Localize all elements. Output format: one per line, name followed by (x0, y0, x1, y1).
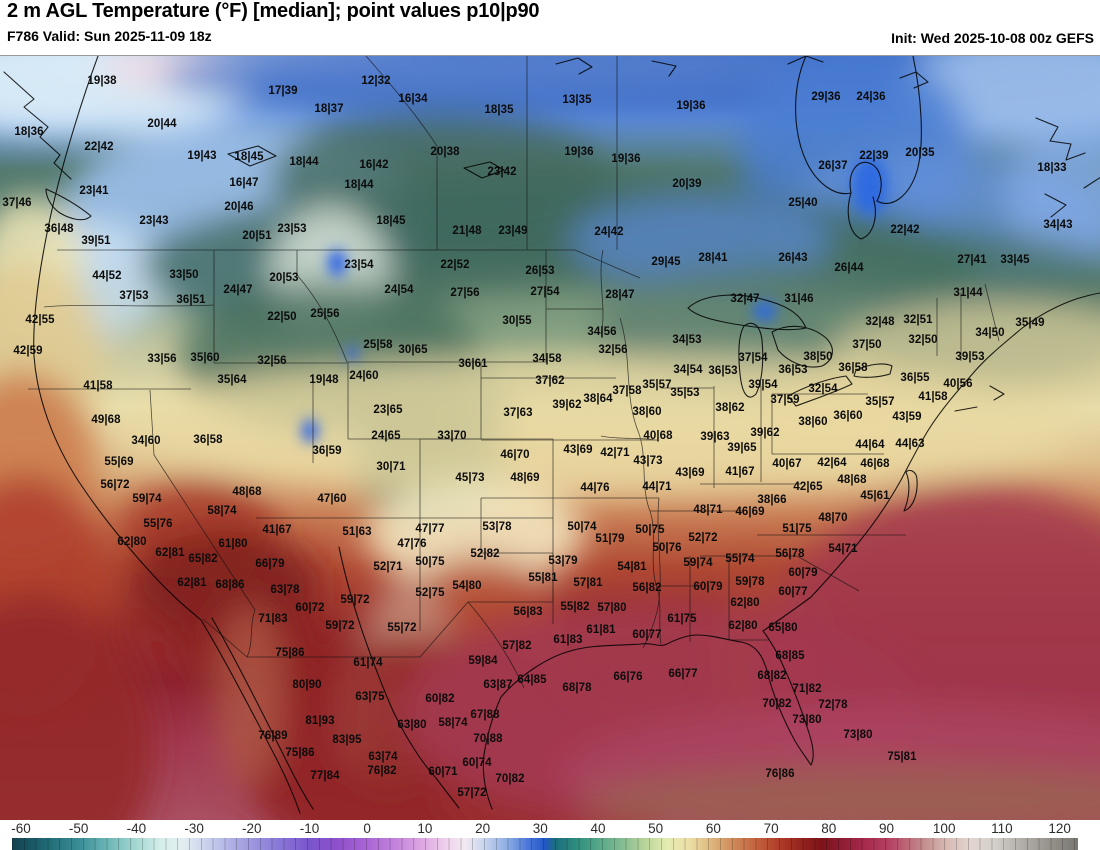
coastlines (3, 56, 1100, 814)
colorbar-tick: -60 (11, 821, 31, 836)
colorbar-tick: 90 (878, 821, 895, 836)
colorbar-area: -60 -50 -40 -30 -20 -10 0 10 20 30 40 50 60 70 80 90 100… (0, 820, 1100, 850)
temperature-map-svg (0, 56, 1100, 820)
colorbar-tick: 70 (763, 821, 779, 836)
colorbar-tick: 40 (590, 821, 606, 836)
lakes (302, 156, 888, 443)
colorbar-tick: 50 (648, 821, 664, 836)
temperature-map: www.pivotalweather.com piv⚙tal weather (0, 55, 1100, 821)
colorbar-tick: 60 (705, 821, 721, 836)
colorbar-tick: -20 (242, 821, 262, 836)
colorbar-tick: -10 (299, 821, 320, 836)
colorbar-gradient (12, 838, 1078, 850)
colorbar-tick: 0 (363, 821, 371, 836)
colorbar-tick: 30 (532, 821, 548, 836)
page-title: 2 m AGL Temperature (°F) [median]; point… (7, 0, 540, 22)
colorbar-tick: 10 (417, 821, 433, 836)
colorbar-tick: 120 (1048, 821, 1071, 836)
colorbar-tick: 20 (475, 821, 491, 836)
colorbar-tick: -30 (184, 821, 204, 836)
state-borders (28, 56, 1000, 689)
colorbar-tick: -40 (126, 821, 147, 836)
colorbar-tick: -50 (68, 821, 89, 836)
init-time-label: Init: Wed 2025-10-08 00z GEFS (891, 30, 1094, 46)
colorbar-tick: 80 (821, 821, 837, 836)
colorbar-tick: 100 (932, 821, 956, 836)
colorbar-tick: 110 (991, 821, 1013, 836)
valid-time-label: F786 Valid: Sun 2025-11-09 18z (7, 28, 212, 44)
